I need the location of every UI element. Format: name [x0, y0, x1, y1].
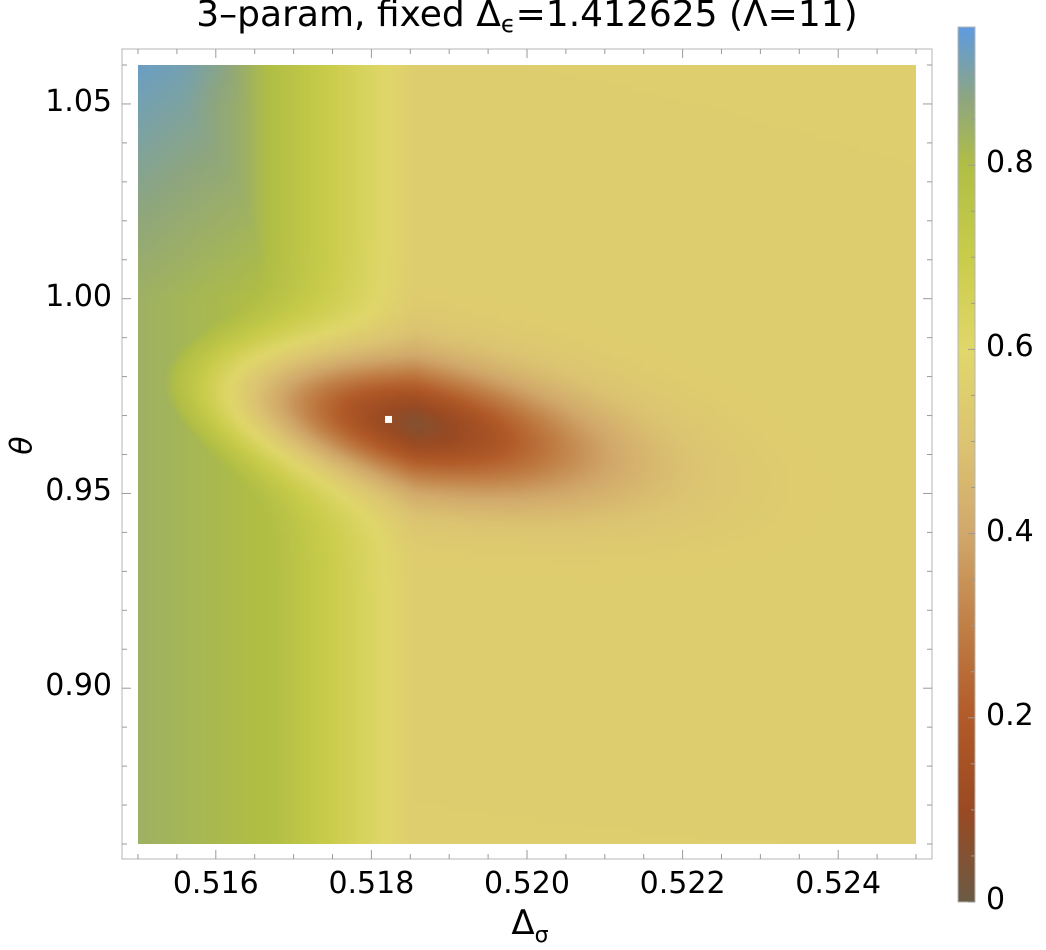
colorbar-tick-label: 0.2 [986, 697, 1034, 733]
colorbar-frame [957, 26, 976, 903]
title-subscript: ϵ [500, 10, 516, 38]
x-axis-ticks [137, 49, 917, 859]
plot-area [121, 48, 933, 860]
colorbar-ticks [968, 72, 975, 903]
colorbar [957, 26, 976, 903]
x-tick-label: 0.522 [639, 866, 726, 901]
y-axis-ticks [122, 64, 932, 845]
colorbar-tick-label: 0.4 [986, 513, 1034, 549]
colorbar-tick-label: 0.6 [986, 329, 1034, 365]
heatmap-image [138, 65, 916, 844]
title-rest: =1.412625 (Λ=11) [515, 0, 858, 35]
colorbar-tick-label: 0 [986, 882, 1006, 917]
y-tick-label: 0.90 [45, 668, 112, 704]
x-axis-label: Δσ [480, 903, 580, 948]
y-tick-label: 0.95 [45, 473, 112, 509]
y-axis-label: θ [4, 436, 40, 455]
minimum-marker [385, 415, 393, 423]
x-axis-label-subscript: σ [534, 923, 549, 948]
chart-title: 3–param, fixed Δϵ=1.412625 (Λ=11) [120, 0, 934, 38]
y-tick-label: 1.00 [45, 278, 112, 314]
colorbar-tick-label: 0.8 [986, 145, 1034, 181]
x-tick-label: 0.516 [172, 866, 259, 901]
y-tick-label: 1.05 [45, 83, 112, 119]
x-tick-label: 0.520 [484, 866, 570, 901]
x-tick-label: 0.518 [328, 866, 415, 901]
title-main: 3–param, fixed Δ [196, 0, 501, 35]
colorbar-gradient [958, 27, 975, 902]
x-axis-label-main: Δ [511, 903, 535, 943]
x-tick-label: 0.524 [795, 866, 882, 901]
